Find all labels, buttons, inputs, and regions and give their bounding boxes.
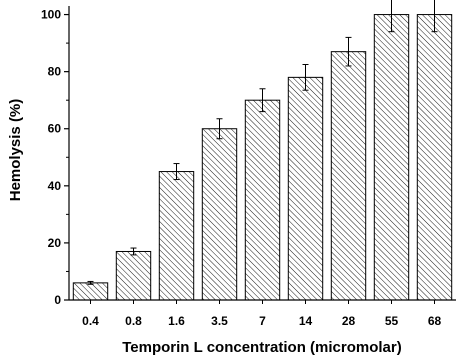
bar-0_4 [72,282,109,301]
bar-7 [244,99,281,301]
x-tick-label: 1.6 [168,314,185,328]
x-tick-label: 3.5 [211,314,228,328]
bar-3_5 [201,128,238,301]
x-tick-label: 28 [342,314,356,328]
x-tick-label: 14 [299,314,313,328]
x-tick-label: 68 [428,314,442,328]
y-tick-label: 80 [48,65,62,79]
x-tick-label: 55 [385,314,399,328]
plot-area: 0 20 40 60 80 100 0.4 0.8 1.6 3.5 7 14 28 55 68 [41,0,456,328]
y-axis-title: Hemolysis (%) [7,99,24,202]
bar-0_8 [115,250,152,301]
x-tick-label: 0.8 [125,314,142,328]
y-tick-label: 100 [41,8,61,22]
bar-28 [330,51,367,301]
y-tick-label: 0 [54,293,61,307]
x-tick-label: 0.4 [82,314,99,328]
y-tick-label: 20 [48,236,62,250]
bar-68 [416,14,453,301]
x-tick-label: 7 [259,314,266,328]
bar-14 [287,76,324,301]
y-tick-label: 40 [48,179,62,193]
x-axis-title: Temporin L concentration (micromolar) [122,339,401,356]
bar-55 [373,14,410,301]
y-tick-label: 60 [48,122,62,136]
bar-1_6 [158,171,195,301]
